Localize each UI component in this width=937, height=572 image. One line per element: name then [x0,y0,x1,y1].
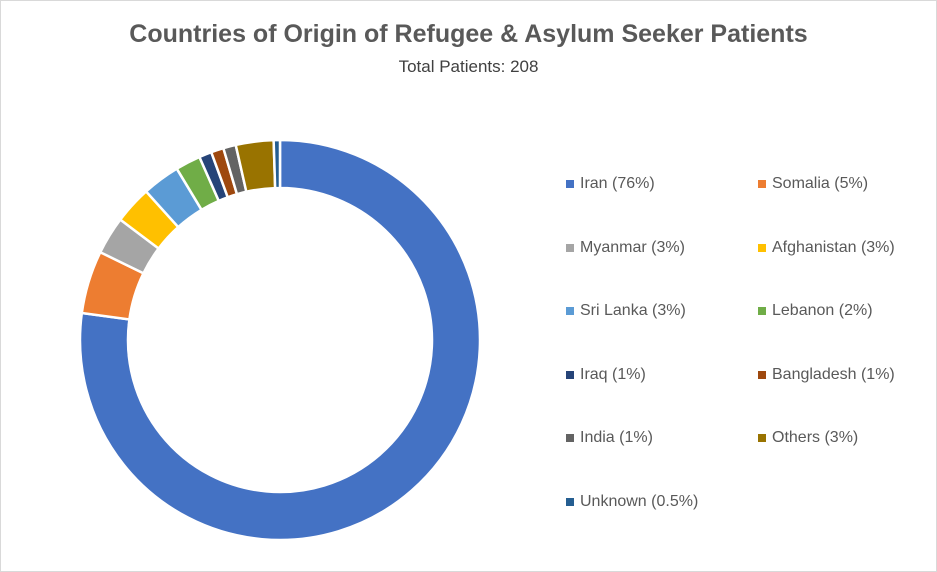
legend-swatch [566,434,574,442]
legend-item: Lebanon (2%) [758,302,873,320]
legend-item: India (1%) [566,429,653,447]
legend-label: Bangladesh (1%) [772,365,895,383]
legend-swatch [758,434,766,442]
legend-label: Others (3%) [772,429,859,446]
chart-title: Countries of Origin of Refugee & Asylum … [129,20,808,48]
legend-label: Iraq (1%) [580,365,646,383]
legend-item: Iran (76%) [566,175,655,193]
legend-swatch [758,370,766,379]
legend-item: Bangladesh (1%) [758,366,895,384]
legend-swatch [758,243,766,252]
legend-item: Unknown (0.5%) [566,493,698,511]
legend-label: Unknown (0.5%) [580,492,699,510]
chart-subtitle: Total Patients: 208 [398,57,539,76]
legend-item: Somalia (5%) [758,175,868,193]
legend-label: Myanmar (3%) [580,238,685,256]
legend-swatch [566,497,574,506]
legend-label: Afghanistan (3%) [772,238,895,256]
donut-slice [78,138,482,542]
legend-label: Sri Lanka (3%) [580,302,686,319]
legend-label: India (1%) [580,429,653,446]
legend-swatch [566,180,574,188]
legend-item: Sri Lanka (3%) [566,302,686,320]
legend-item: Myanmar (3%) [566,239,685,257]
legend-label: Somalia (5%) [772,175,869,192]
legend-swatch [566,307,574,315]
legend-swatch [758,180,766,188]
legend-swatch [566,370,574,379]
donut-slice [272,138,282,190]
legend-label: Iran (76%) [580,175,655,192]
legend-item: Afghanistan (3%) [758,239,895,257]
legend-swatch [566,243,574,252]
legend-item: Iraq (1%) [566,366,646,384]
legend-swatch [758,307,766,315]
legend-label: Lebanon (2%) [772,302,873,319]
legend-item: Others (3%) [758,429,858,447]
